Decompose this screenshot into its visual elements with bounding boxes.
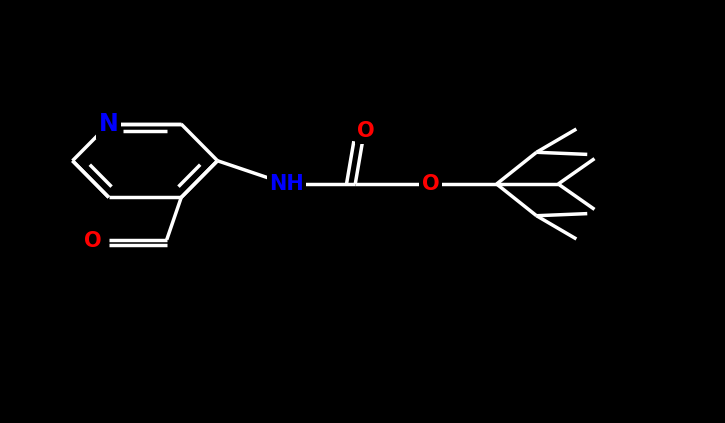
Text: O: O: [84, 231, 102, 251]
Text: NH: NH: [269, 174, 304, 194]
Text: N: N: [99, 112, 119, 136]
Text: O: O: [357, 121, 375, 141]
Text: O: O: [422, 174, 439, 194]
